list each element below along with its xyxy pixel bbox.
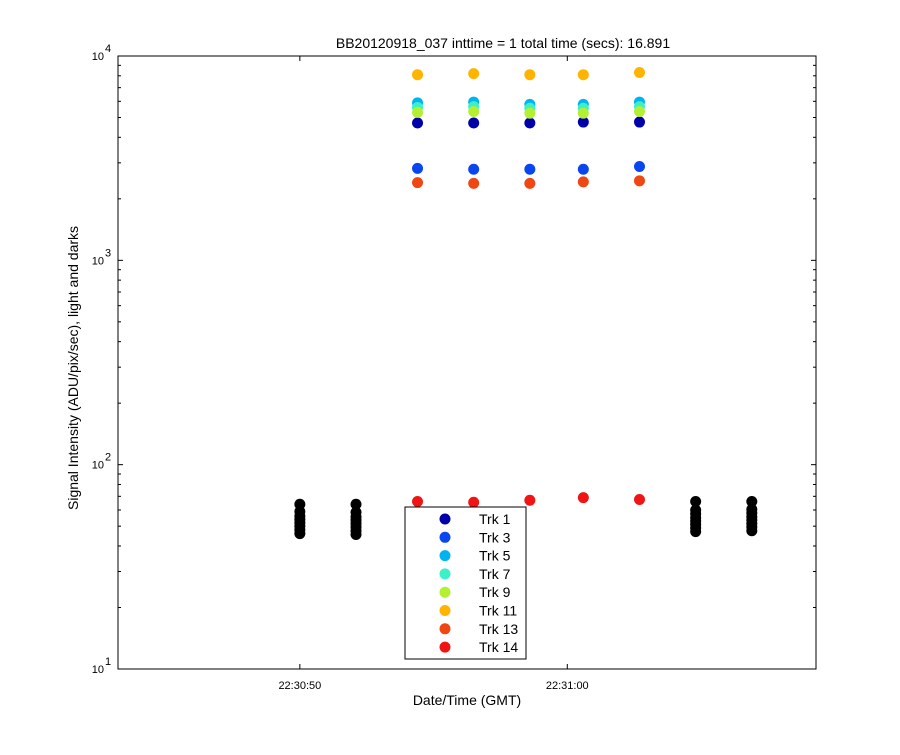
- data-point: [412, 162, 424, 174]
- data-point: [468, 117, 480, 129]
- legend-label: Trk 5: [479, 548, 511, 564]
- legend-marker: [439, 550, 451, 562]
- dark-point: [746, 496, 758, 508]
- data-point: [633, 67, 645, 79]
- legend-label: Trk 9: [479, 584, 511, 600]
- legend-marker: [439, 531, 451, 543]
- series-trk-1: [412, 116, 645, 129]
- data-point: [412, 106, 424, 118]
- series-trk-13: [412, 175, 645, 189]
- legend-marker: [439, 641, 451, 653]
- data-series: [412, 67, 645, 508]
- legend-marker: [439, 623, 451, 635]
- data-point: [524, 494, 536, 506]
- data-point: [633, 494, 645, 506]
- legend-label: Trk 7: [479, 566, 511, 582]
- data-point: [577, 492, 589, 504]
- data-point: [524, 177, 536, 189]
- series-trk-14: [412, 492, 645, 508]
- data-point: [577, 116, 589, 128]
- data-point: [577, 107, 589, 119]
- data-point: [577, 69, 589, 81]
- data-point: [524, 107, 536, 119]
- data-point: [468, 177, 480, 189]
- x-axis-title: Date/Time (GMT): [413, 692, 521, 708]
- legend-label: Trk 13: [479, 621, 518, 637]
- data-point: [577, 163, 589, 175]
- x-tick-label: 22:30:50: [278, 680, 321, 692]
- dark-point: [746, 503, 758, 515]
- series-trk-9: [412, 106, 645, 119]
- dark-point: [690, 504, 702, 516]
- dark-frames: [294, 496, 758, 541]
- legend-label: Trk 1: [479, 511, 511, 527]
- data-point: [633, 116, 645, 128]
- data-point: [412, 177, 424, 189]
- y-axis-title: Signal Intensity (ADU/pix/sec), light an…: [65, 226, 81, 510]
- legend: Trk 1 Trk 3 Trk 5 Trk 7 Trk 9 Trk 11 Trk 13 Trk…: [404, 506, 527, 660]
- y-tick-label: 10: [92, 255, 104, 267]
- data-point: [524, 163, 536, 175]
- legend-marker: [439, 586, 451, 598]
- legend-label: Trk 11: [479, 603, 517, 619]
- y-tick-label: 10: [92, 664, 104, 676]
- y-tick-exponent: 4: [105, 43, 111, 55]
- data-point: [633, 175, 645, 187]
- data-point: [468, 163, 480, 175]
- legend-box: [404, 506, 527, 660]
- y-tick-exponent: 1: [105, 656, 111, 668]
- data-point: [633, 160, 645, 172]
- y-tick-exponent: 2: [105, 452, 111, 464]
- data-point: [412, 69, 424, 81]
- x-tick-label: 22:31:00: [546, 680, 589, 692]
- legend-marker: [439, 605, 451, 616]
- series-trk-11: [412, 67, 645, 81]
- y-tick-label: 10: [92, 460, 104, 472]
- data-point: [468, 496, 480, 508]
- y-tick-exponent: 3: [105, 247, 111, 259]
- data-point: [468, 68, 480, 80]
- legend-marker: [439, 513, 451, 525]
- series-trk-3: [412, 160, 645, 175]
- data-point: [524, 69, 536, 81]
- x-axis-ticks: 22:30:50 22:31:00: [278, 56, 589, 692]
- dark-point: [690, 496, 702, 508]
- data-point: [524, 117, 536, 129]
- data-point: [633, 106, 645, 118]
- dark-point: [294, 498, 306, 510]
- data-point: [412, 117, 424, 129]
- data-point: [468, 106, 480, 118]
- data-point: [577, 176, 589, 188]
- chart-title: BB20120918_037 inttime = 1 total time (s…: [336, 35, 670, 51]
- y-tick-label: 10: [92, 51, 104, 63]
- legend-label: Trk 14: [479, 639, 518, 655]
- dark-point: [350, 506, 362, 518]
- legend-marker: [439, 568, 451, 580]
- dark-point: [350, 498, 362, 510]
- data-point: [412, 496, 424, 508]
- legend-label: Trk 3: [479, 529, 511, 545]
